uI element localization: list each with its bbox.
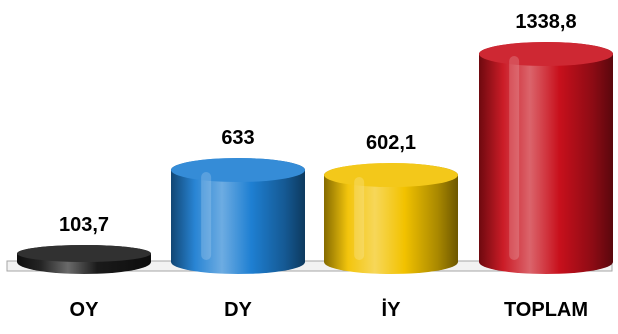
bar-body bbox=[171, 157, 305, 274]
data-label-3: 1338,8 bbox=[515, 11, 576, 33]
bar-1 bbox=[171, 157, 305, 274]
category-label-3: TOPLAM bbox=[504, 299, 588, 321]
data-label-0: 103,7 bbox=[59, 214, 109, 236]
bars-layer bbox=[17, 42, 613, 274]
bar-highlight bbox=[201, 171, 212, 260]
bar-3 bbox=[479, 42, 613, 274]
bar-top-cap bbox=[171, 157, 305, 182]
category-label-2: İY bbox=[382, 298, 402, 321]
bar-top-cap bbox=[324, 163, 458, 188]
category-labels-layer: OY DY İY TOPLAM bbox=[70, 298, 588, 321]
category-label-1: DY bbox=[224, 299, 252, 321]
bar-0 bbox=[17, 244, 151, 274]
bar-top-cap bbox=[17, 244, 151, 262]
bar-2 bbox=[324, 163, 458, 274]
data-label-2: 602,1 bbox=[366, 132, 416, 154]
bar-top-cap bbox=[479, 42, 613, 66]
data-labels-layer: 103,7 633 602,1 1338,8 bbox=[59, 11, 577, 236]
bar-highlight bbox=[354, 177, 365, 260]
data-label-1: 633 bbox=[221, 127, 254, 149]
bar-body bbox=[479, 42, 613, 274]
bar-highlight bbox=[509, 56, 520, 260]
category-label-0: OY bbox=[70, 299, 100, 321]
bar-body bbox=[324, 163, 458, 274]
